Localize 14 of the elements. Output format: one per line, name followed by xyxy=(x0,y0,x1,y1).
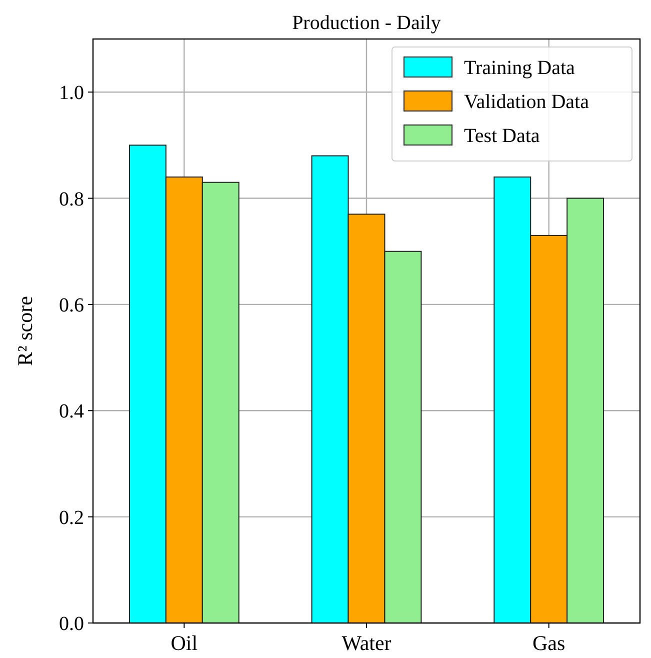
x-tick-label: Gas xyxy=(532,631,566,655)
y-tick-label: 0.4 xyxy=(59,400,84,423)
y-tick-label: 0.6 xyxy=(59,294,84,316)
y-tick-label: 1.0 xyxy=(59,82,84,104)
y-axis-title: R² score xyxy=(13,296,37,366)
chart-title: Production - Daily xyxy=(292,12,441,34)
y-tick-label: 0.2 xyxy=(59,506,84,529)
legend-label: Test Data xyxy=(464,125,540,147)
legend-label: Validation Data xyxy=(464,91,590,113)
legend-label: Training Data xyxy=(464,57,576,79)
y-tick-label: 0.8 xyxy=(59,188,84,210)
y-tick-label: 0.0 xyxy=(59,613,84,635)
x-tick-label: Oil xyxy=(170,631,198,655)
x-tick-label: Water xyxy=(342,631,392,655)
